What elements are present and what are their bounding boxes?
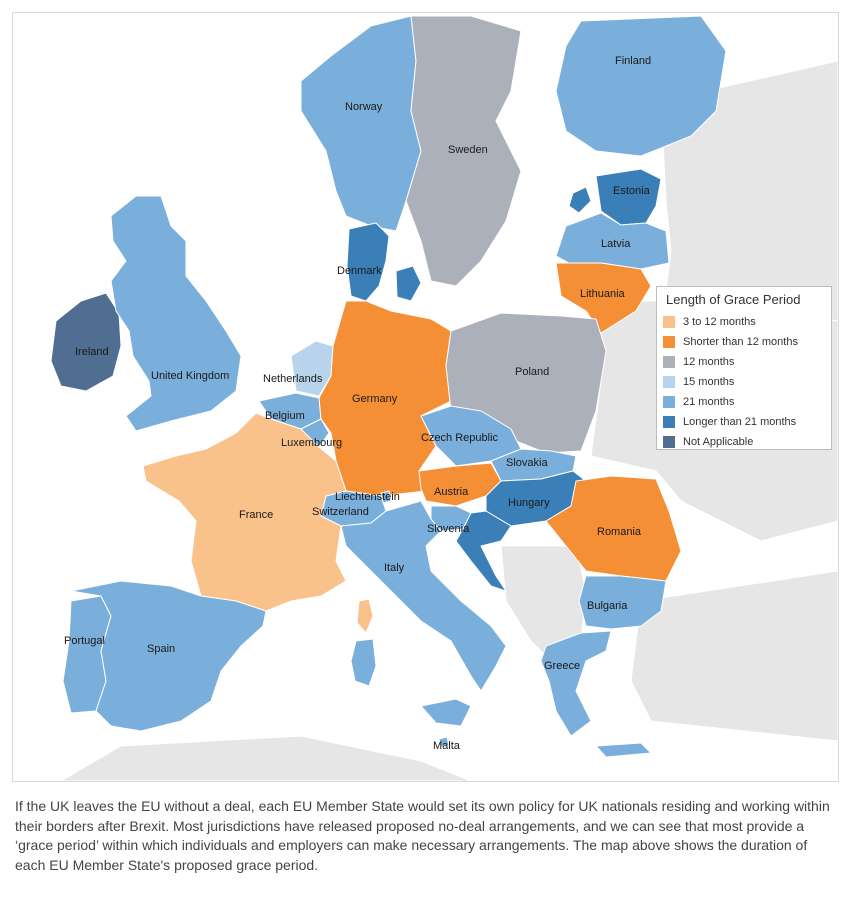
country-spain[interactable] (70, 580, 267, 732)
label-slovenia: Slovenia (427, 523, 470, 535)
country-uk[interactable] (110, 195, 242, 432)
label-estonia: Estonia (613, 185, 651, 197)
label-denmark: Denmark (337, 265, 382, 277)
legend-label: 3 to 12 months (683, 316, 756, 328)
legend-swatch (663, 356, 675, 368)
country-labels: Norway Sweden Finland Estonia Latvia Lit… (64, 55, 651, 752)
label-germany: Germany (352, 393, 398, 405)
country-corsica[interactable] (356, 598, 374, 634)
country-croatia[interactable] (455, 510, 512, 592)
legend-label: 15 months (683, 376, 735, 388)
country-liechtenstein[interactable] (380, 490, 392, 504)
label-romania: Romania (597, 526, 642, 538)
label-lithuania: Lithuania (580, 288, 626, 300)
country-ireland[interactable] (50, 292, 122, 392)
legend-item[interactable]: 3 to 12 months (663, 312, 825, 332)
country-lithuania[interactable] (555, 262, 652, 334)
country-sweden[interactable] (405, 15, 522, 287)
country-denmark-islands[interactable] (395, 265, 422, 302)
legend-item[interactable]: 12 months (663, 352, 825, 372)
label-malta: Malta (433, 740, 461, 752)
label-ireland: Ireland (75, 346, 109, 358)
legend-item[interactable]: Not Applicable (663, 432, 825, 452)
legend-item[interactable]: Longer than 21 months (663, 412, 825, 432)
label-bulgaria: Bulgaria (587, 600, 628, 612)
legend-swatch (663, 416, 675, 428)
label-belgium: Belgium (265, 410, 305, 422)
europe-map[interactable]: Norway Sweden Finland Estonia Latvia Lit… (13, 13, 838, 781)
legend-item[interactable]: 15 months (663, 372, 825, 392)
country-malta[interactable] (438, 736, 450, 748)
label-liechtenstein: Liechtenstein (335, 491, 400, 503)
country-france[interactable] (142, 412, 347, 612)
label-switzerland: Switzerland (312, 506, 369, 518)
country-finland[interactable] (555, 15, 727, 157)
land-north-africa (60, 735, 472, 781)
country-estonia[interactable] (595, 168, 662, 226)
legend: Length of Grace Period 3 to 12 months Sh… (656, 286, 832, 450)
label-austria: Austria (434, 486, 469, 498)
label-italy: Italy (384, 562, 405, 574)
legend-swatch (663, 376, 675, 388)
legend-swatch (663, 336, 675, 348)
land-turkey (630, 570, 838, 742)
label-latvia: Latvia (601, 238, 631, 250)
label-spain: Spain (147, 643, 175, 655)
country-denmark[interactable] (346, 222, 390, 302)
legend-item[interactable]: 21 months (663, 392, 825, 412)
map-caption: If the UK leaves the EU without a deal, … (15, 798, 830, 873)
label-portugal: Portugal (64, 635, 105, 647)
label-finland: Finland (615, 55, 651, 67)
label-norway: Norway (345, 101, 383, 113)
country-greece[interactable] (540, 630, 612, 737)
country-bulgaria[interactable] (578, 575, 667, 630)
label-greece: Greece (544, 660, 580, 672)
country-norway[interactable] (300, 15, 422, 232)
country-sardinia[interactable] (350, 638, 377, 687)
label-sweden: Sweden (448, 144, 488, 156)
country-crete[interactable] (595, 742, 652, 758)
country-italy[interactable] (340, 500, 507, 692)
legend-item[interactable]: Shorter than 12 months (663, 332, 825, 352)
legend-swatch (663, 396, 675, 408)
label-netherlands: Netherlands (263, 373, 323, 385)
label-poland: Poland (515, 366, 549, 378)
legend-swatch (663, 436, 675, 448)
label-hungary: Hungary (508, 497, 550, 509)
legend-label: 12 months (683, 356, 735, 368)
legend-label: 21 months (683, 396, 735, 408)
label-luxembourg: Luxembourg (281, 437, 342, 449)
country-sicily[interactable] (420, 698, 472, 727)
legend-title: Length of Grace Period (666, 292, 801, 307)
legend-swatch (663, 316, 675, 328)
label-czech: Czech Republic (421, 432, 499, 444)
label-uk: United Kingdom (151, 370, 229, 382)
label-slovakia: Slovakia (506, 457, 548, 469)
legend-label: Longer than 21 months (683, 416, 797, 428)
label-france: France (239, 509, 273, 521)
legend-label: Shorter than 12 months (683, 336, 798, 348)
map-frame: Norway Sweden Finland Estonia Latvia Lit… (12, 12, 839, 782)
country-estonia-islands[interactable] (568, 186, 592, 214)
legend-items: 3 to 12 months Shorter than 12 months 12… (663, 312, 825, 452)
legend-label: Not Applicable (683, 436, 754, 448)
